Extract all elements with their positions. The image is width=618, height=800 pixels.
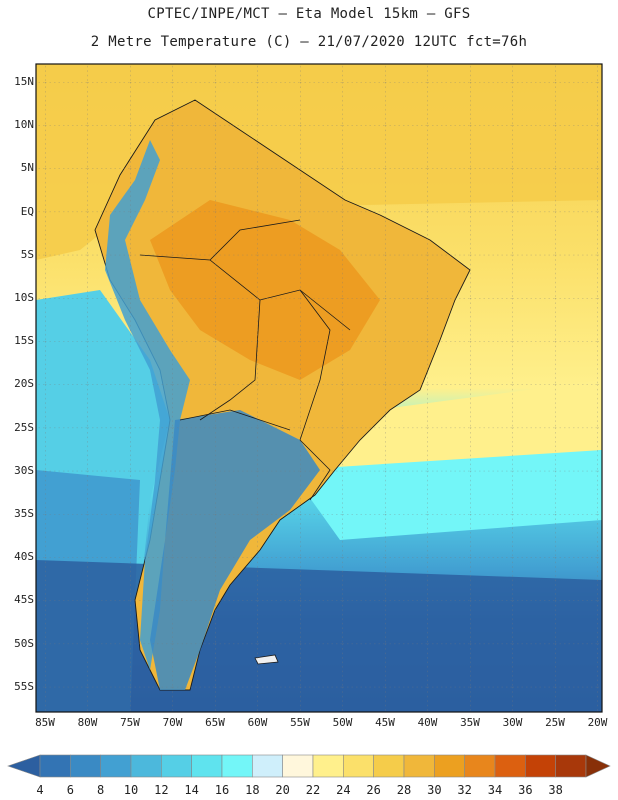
lon-label: 55W xyxy=(290,716,310,729)
colorbar-label: 28 xyxy=(396,783,412,797)
colorbar-swatch xyxy=(555,754,587,778)
lon-label: 80W xyxy=(77,716,98,729)
colorbar-label: 4 xyxy=(36,783,44,797)
colorbar-label: 16 xyxy=(214,783,230,797)
colorbar-swatch xyxy=(282,754,314,778)
colorbar-label: 6 xyxy=(66,783,74,797)
lat-label: 5N xyxy=(20,161,34,175)
colorbar-swatch xyxy=(373,754,405,778)
colorbar-label: 36 xyxy=(518,783,533,797)
graticule xyxy=(36,64,602,712)
lat-label: 10S xyxy=(14,291,34,304)
colorbar-label: 24 xyxy=(336,783,351,797)
lat-label: 15S xyxy=(14,334,34,348)
lon-label: 85W xyxy=(35,716,55,729)
lat-label: 35S xyxy=(14,507,34,520)
colorbar-label: 32 xyxy=(457,783,472,797)
lon-label: 75W xyxy=(120,716,140,729)
lat-label: EQ xyxy=(20,204,34,218)
colorbar-swatch xyxy=(221,754,253,778)
colorbar-swatch xyxy=(130,754,162,778)
colorbar-label: 20 xyxy=(275,783,290,797)
lat-label: 55S xyxy=(14,679,34,693)
lat-label: 30S xyxy=(14,463,34,477)
colorbar-swatch xyxy=(434,754,465,778)
lat-label: 15N xyxy=(14,75,34,88)
lon-label: 60W xyxy=(247,716,268,729)
colorbar-swatch xyxy=(191,754,223,778)
lon-label: 20W xyxy=(587,716,608,729)
colorbar-label: 30 xyxy=(427,783,442,797)
colorbar-swatch xyxy=(70,754,101,778)
colorbar-label: 22 xyxy=(305,783,321,797)
title-line-2: 2 Metre Temperature (C) – 21/07/2020 12U… xyxy=(90,34,528,50)
lat-label: 40S xyxy=(14,550,34,564)
colorbar-swatch xyxy=(525,754,556,778)
colorbar-swatch xyxy=(161,754,192,778)
lon-label: 30W xyxy=(502,716,523,729)
colorbar-swatch xyxy=(494,754,526,778)
lon-label: 65W xyxy=(205,716,225,729)
lat-label: 20S xyxy=(14,377,34,391)
lat-label: 50S xyxy=(14,636,34,650)
colorbar-label: 26 xyxy=(366,783,381,797)
colorbar-label: 10 xyxy=(123,783,139,797)
colorbar-label: 14 xyxy=(184,783,199,797)
colorbar-label: 8 xyxy=(97,783,105,797)
colorbar-swatch xyxy=(312,754,344,778)
lon-label: 50W xyxy=(332,716,353,729)
colorbar-swatch xyxy=(403,754,435,778)
colorbar-label: 34 xyxy=(487,783,503,797)
title-line-1: CPTEC/INPE/MCT – Eta Model 15km – GFS xyxy=(147,6,471,22)
colorbar-swatch xyxy=(39,754,71,778)
colorbar-arrow-high xyxy=(585,754,611,778)
lon-label: 35W xyxy=(460,716,480,729)
lon-label: 45W xyxy=(375,716,395,729)
map-frame xyxy=(35,63,603,713)
lat-label: 5S xyxy=(20,247,34,261)
colorbar-swatch xyxy=(252,754,283,778)
colorbar-label: 18 xyxy=(245,783,260,797)
colorbar-arrow-low xyxy=(7,754,41,778)
lon-label: 25W xyxy=(545,716,565,729)
lat-label: 45S xyxy=(14,593,34,607)
colorbar-label: 38 xyxy=(548,783,563,797)
lat-label: 25S xyxy=(14,420,34,434)
lon-label: 40W xyxy=(417,716,438,729)
colorbar-swatch xyxy=(343,754,374,778)
colorbar-label: 12 xyxy=(154,783,169,797)
lon-label: 70W xyxy=(162,716,183,729)
colorbar-swatch xyxy=(464,754,496,778)
colorbar-swatch xyxy=(100,754,132,778)
lat-label: 10N xyxy=(14,118,34,132)
colorbar xyxy=(7,754,611,778)
